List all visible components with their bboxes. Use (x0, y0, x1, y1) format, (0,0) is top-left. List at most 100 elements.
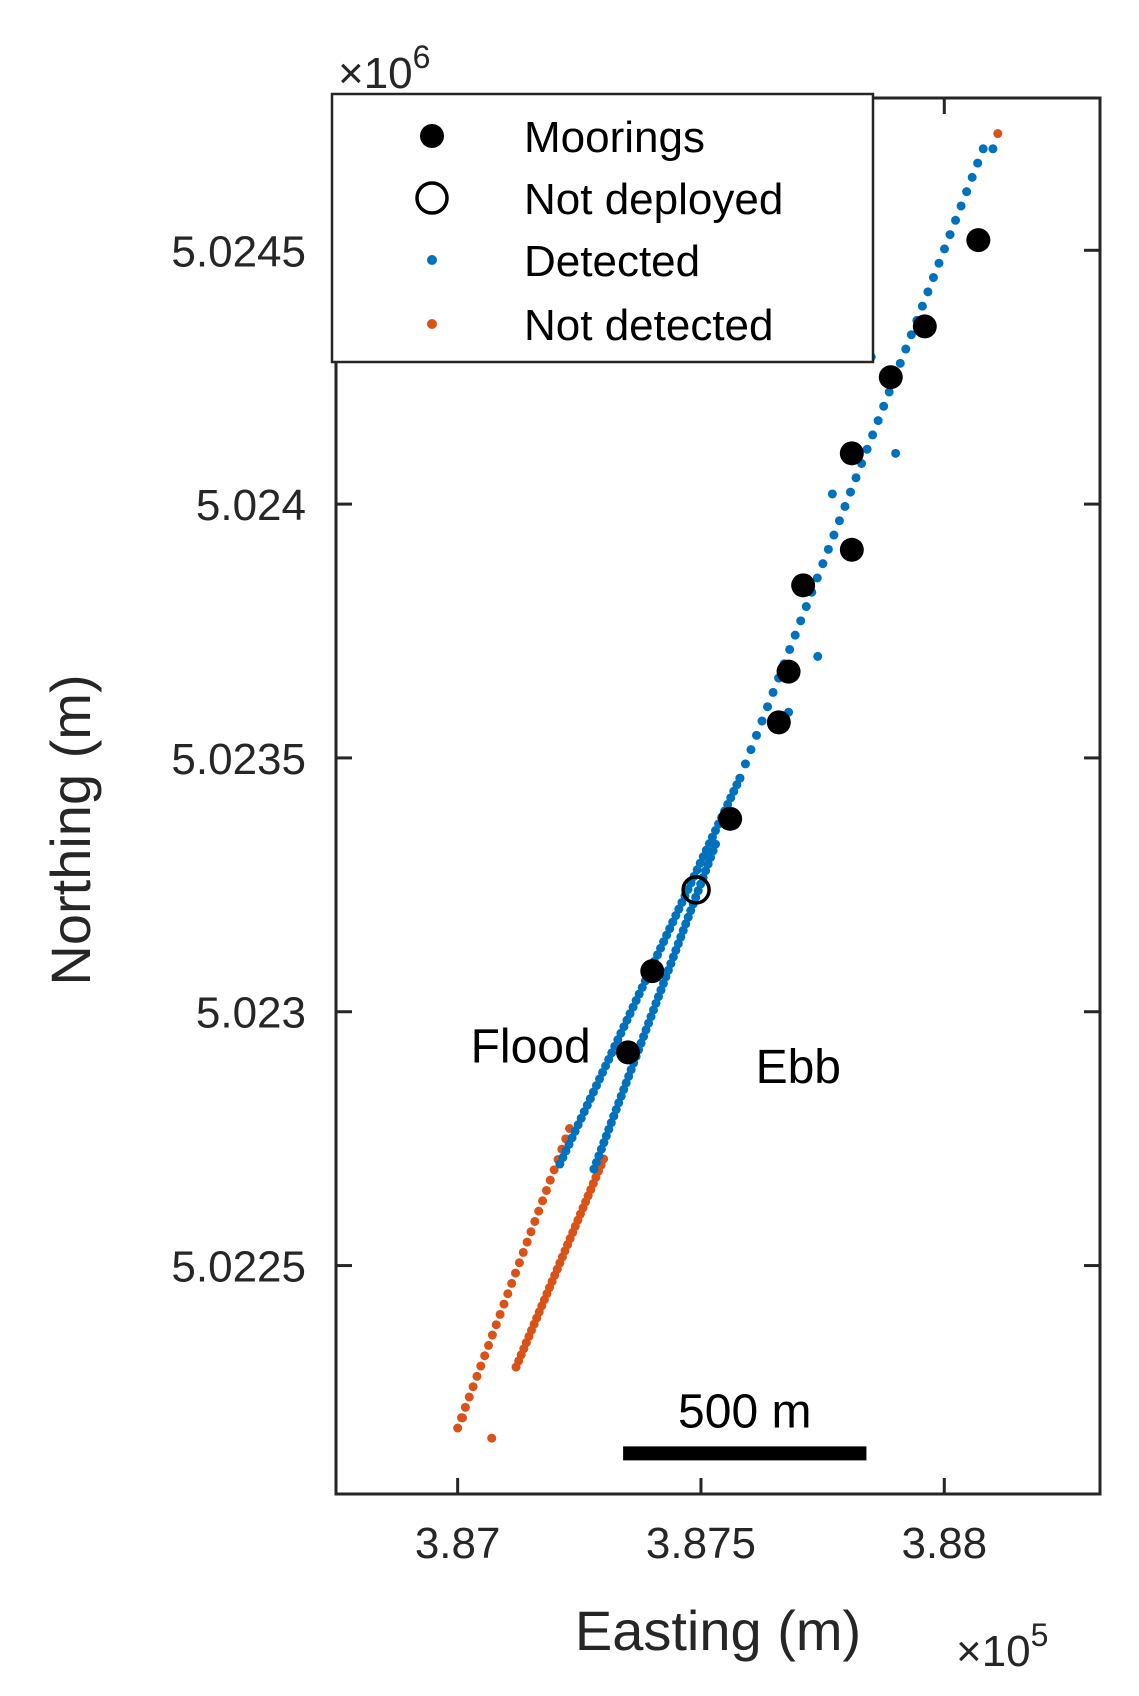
y-axis-title: Northing (m) (39, 674, 102, 985)
detected-point (834, 516, 844, 526)
mooring-point (912, 314, 937, 339)
y-tick-label: 5.024 (196, 481, 306, 530)
not-detected-point (549, 1165, 559, 1175)
detected-point (746, 745, 756, 755)
not-detected-point (487, 1433, 497, 1443)
not-detected-point (545, 1175, 555, 1185)
not-deployed-point (681, 875, 711, 905)
detected-point (757, 716, 767, 726)
detected-point (967, 172, 977, 182)
not-detected-point (468, 1382, 478, 1392)
detected-point (763, 702, 773, 712)
mooring-point (766, 710, 791, 735)
not-detected-point (464, 1392, 474, 1402)
not-detected-point (522, 1237, 532, 1247)
y-axis-multiplier: ×106 (338, 39, 430, 98)
not-detected-point (495, 1309, 505, 1319)
mooring-point (791, 573, 816, 598)
not-detected-point (541, 1185, 551, 1195)
x-axis-title: Easting (m) (575, 1599, 861, 1662)
not-detected-point (499, 1299, 509, 1309)
detected-point (801, 602, 811, 612)
scale-bar: 500 m (623, 1385, 867, 1461)
not-detected-point (518, 1247, 528, 1257)
detected-point (891, 448, 901, 458)
detected-point (812, 573, 822, 583)
y-tick-label: 5.0235 (171, 735, 306, 784)
not-detected-point (526, 1227, 536, 1237)
annotation-flood: Flood (471, 1021, 591, 1074)
mooring-point (640, 959, 665, 984)
legend: Moorings Not deployed Detected Not detec… (330, 92, 875, 364)
detected-point (906, 330, 916, 340)
x-tick-label: 3.88 (901, 1519, 987, 1568)
detected-point (751, 730, 761, 740)
not-detected-point (507, 1278, 517, 1288)
detected-point (768, 687, 778, 697)
detected-point (945, 230, 955, 240)
detected-point (928, 273, 938, 283)
not-detected-point (476, 1361, 486, 1371)
y-tick-label: 5.023 (196, 989, 306, 1038)
data-points (453, 129, 1003, 1443)
y-tick-label: 5.0225 (171, 1243, 306, 1292)
legend-label-moorings: Moorings (524, 113, 705, 162)
detected-point (862, 444, 872, 454)
detected-point (740, 759, 750, 769)
detected-point (796, 616, 806, 626)
detected-point (923, 287, 933, 297)
not-detected-point (453, 1423, 463, 1433)
x-axis-multiplier: ×105 (956, 1617, 1048, 1676)
not-detected-point (538, 1196, 548, 1206)
ticks: 3.87 3.875 3.88 5.0225 5.023 5.0235 5.024 5.024… (171, 98, 1100, 1568)
detected-point (823, 544, 833, 554)
detected-point (988, 144, 998, 154)
detected-point (951, 215, 961, 225)
y-tick-label: 5.0245 (171, 227, 306, 276)
detected-point (735, 773, 745, 783)
x-tick-label: 3.875 (646, 1519, 756, 1568)
detected-point (868, 430, 878, 440)
not-detected-point (993, 129, 1003, 139)
detected-point (785, 644, 795, 654)
legend-marker-not-deployed (415, 181, 449, 215)
detected-point (845, 487, 855, 497)
detected-point (962, 187, 972, 197)
not-detected-point (530, 1216, 540, 1226)
legend-label-not-deployed: Not deployed (524, 175, 783, 224)
mooring-point (839, 537, 864, 562)
detected-point (978, 144, 988, 154)
detected-point (790, 630, 800, 640)
detected-point (879, 401, 889, 411)
detected-point (851, 473, 861, 483)
annotation-ebb: Ebb (756, 1041, 841, 1094)
not-detected-point (511, 1268, 521, 1278)
not-detected-point (514, 1258, 524, 1268)
detected-point (934, 258, 944, 268)
not-detected-point (534, 1206, 544, 1216)
mooring-point (966, 228, 991, 253)
not-detected-point (460, 1402, 470, 1412)
not-detected-point (458, 1413, 468, 1423)
detected-point (840, 501, 850, 511)
not-detected-point (472, 1371, 482, 1381)
detected-point (818, 559, 828, 569)
x-tick-label: 3.87 (415, 1519, 501, 1568)
mooring-point (878, 365, 903, 390)
scale-bar-label: 500 m (678, 1385, 811, 1438)
detected-point (901, 344, 911, 354)
mooring-point (839, 441, 864, 466)
detected-point (873, 416, 883, 426)
detected-point (884, 387, 894, 397)
detected-point (956, 201, 966, 211)
detected-point (829, 530, 839, 540)
legend-marker-not-detected (427, 319, 437, 329)
mooring-point (615, 1040, 640, 1065)
detected-point (813, 651, 823, 661)
scale-bar-line (623, 1446, 867, 1461)
not-detected-point (487, 1330, 497, 1340)
legend-marker-moorings (420, 124, 444, 148)
mooring-point (776, 659, 801, 684)
not-detected-point (491, 1320, 501, 1330)
